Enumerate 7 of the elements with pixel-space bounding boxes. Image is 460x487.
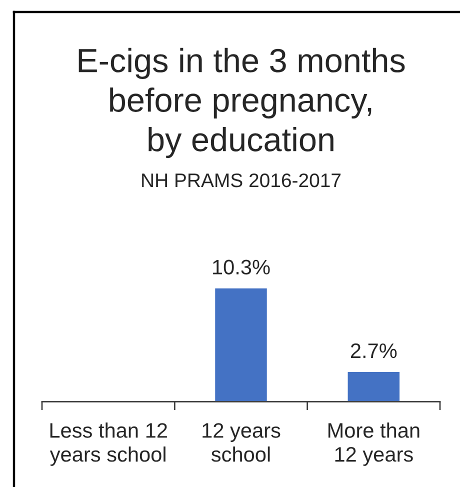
x-tick-label: 12 years school	[202, 423, 280, 462]
data-label: 10.3%	[213, 260, 270, 274]
chart-subtitle: NH PRAMS 2016-2017	[142, 173, 341, 188]
data-label: 2.7%	[350, 343, 397, 358]
x-tick-label: More than 12 years	[328, 422, 420, 466]
chart-title: E-cigs in the 3 months before pregnancy, by education	[78, 48, 405, 158]
x-tick-label: Less than 12 years school	[50, 422, 167, 466]
